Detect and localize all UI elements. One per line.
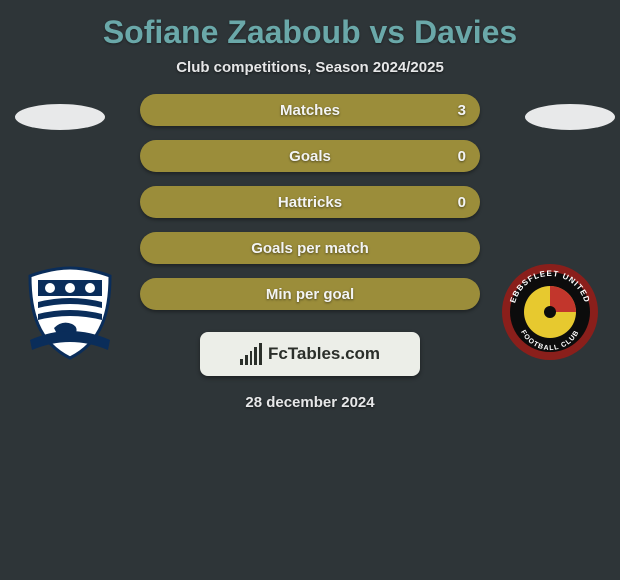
fctables-link[interactable]: FcTables.com xyxy=(200,332,420,376)
right-club-crest: EBBSFLEET UNITED FOOTBALL CLUB xyxy=(500,262,600,362)
ebbsfleet-crest-icon: EBBSFLEET UNITED FOOTBALL CLUB xyxy=(500,262,600,362)
stat-label: Min per goal xyxy=(140,286,480,303)
bar-chart-icon xyxy=(240,343,262,365)
stat-row-hattricks: Hattricks 0 xyxy=(140,186,480,218)
stat-value-right: 0 xyxy=(458,148,466,165)
stat-row-goals: Goals 0 xyxy=(140,140,480,172)
stat-label: Hattricks xyxy=(140,194,480,211)
right-shadow-ellipse xyxy=(525,104,615,130)
stat-label: Goals xyxy=(140,148,480,165)
stat-row-goals-per-match: Goals per match xyxy=(140,232,480,264)
comparison-date: 28 december 2024 xyxy=(0,376,620,411)
stat-label: Matches xyxy=(140,102,480,119)
stat-label: Goals per match xyxy=(140,240,480,257)
page-title: Sofiane Zaaboub vs Davies xyxy=(0,8,620,53)
fctables-label: FcTables.com xyxy=(268,344,380,364)
stats-list: Matches 3 Goals 0 Hattricks 0 Goals per … xyxy=(140,94,480,310)
southend-crest-icon xyxy=(20,262,120,362)
left-shadow-ellipse xyxy=(15,104,105,130)
subtitle: Club competitions, Season 2024/2025 xyxy=(0,53,620,94)
stat-row-matches: Matches 3 xyxy=(140,94,480,126)
comparison-card: Sofiane Zaaboub vs Davies Club competiti… xyxy=(0,0,620,411)
stats-area: EBBSFLEET UNITED FOOTBALL CLUB Matches 3… xyxy=(0,94,620,411)
stat-row-min-per-goal: Min per goal xyxy=(140,278,480,310)
stat-value-right: 3 xyxy=(458,102,466,119)
stat-value-right: 0 xyxy=(458,194,466,211)
left-club-crest xyxy=(20,262,120,362)
